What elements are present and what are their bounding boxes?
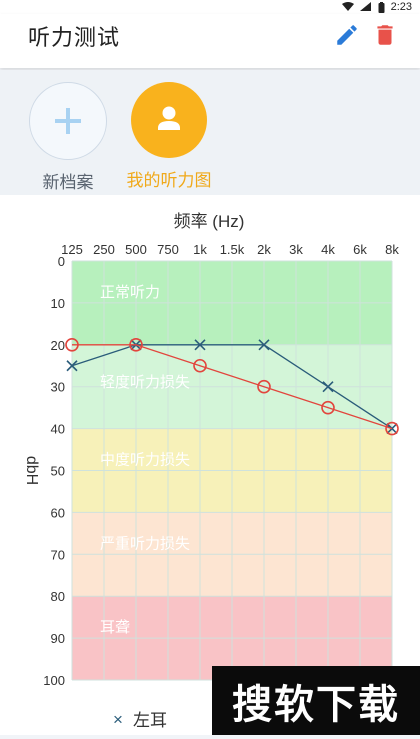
band-label-2: 中度听力损失 [100,452,190,469]
y-tick-label: 100 [43,673,65,688]
y-tick-label: 20 [51,338,65,353]
band-label-3: 严重听力损失 [100,535,190,552]
legend-left-ear-marker: × [113,710,123,729]
pencil-icon [337,25,357,45]
person-icon [158,106,180,130]
signal-icon [359,2,371,11]
series-1-point-0 [65,338,79,352]
status-time: 2:23 [390,1,412,13]
x-tick-label: 8k [385,242,399,257]
x-tick-label: 1k [193,242,207,257]
series-1-point-1 [129,338,143,352]
x-tick-label: 3k [289,242,303,257]
series-1-point-4 [321,400,335,415]
band-label-0: 正常听力 [100,284,160,301]
series-1-point-2 [193,358,207,373]
y-axis-title: dbH [23,456,40,485]
series-0-point-2 [194,339,206,351]
page-title: 听力测试 [28,26,121,51]
plus-icon [55,108,81,134]
y-tick-label: 60 [51,505,65,520]
x-tick-label: 6k [353,242,367,257]
y-tick-label: 30 [51,380,65,395]
app-bar: 听力测试 [0,14,420,68]
status-bar: 2:23 [0,0,420,14]
delete-button[interactable] [372,22,398,48]
y-tick-label: 90 [51,631,65,646]
battery-icon [378,1,385,13]
my-audiogram-circle [131,82,207,158]
new-profile-circle [29,82,107,160]
x-axis-title: 频率 (Hz) [174,212,245,231]
trash-icon [377,25,393,45]
y-tick-label: 10 [51,296,65,311]
series-line-0 [71,344,393,430]
x-tick-label: 4k [321,242,335,257]
series-line-1 [72,344,393,430]
y-tick-label: 50 [51,464,65,479]
audiogram-panel: 正常听力 轻度听力损失 中度听力损失 严重听力损失 耳聋 频率 (Hz) 125 250 500… [0,195,420,735]
band-label-4: 耳聋 [100,619,130,636]
watermark: 搜软下载 [212,666,420,735]
series-0-point-3 [258,339,270,351]
y-tick-label: 40 [51,422,65,437]
band-label-1: 轻度听力损失 [100,374,190,391]
series-0-point-4 [322,381,334,393]
new-profile-label: 新档案 [42,173,94,193]
x-tick-label: 250 [93,242,115,257]
my-audiogram-profile[interactable]: 我的听力图 [114,82,224,191]
x-tick-label: 750 [157,242,179,257]
x-tick-label: 500 [125,242,147,257]
y-tick-label: 80 [51,589,65,604]
x-tick-label: 125 [61,242,83,257]
y-tick-label: 70 [51,547,65,562]
y-tick-label: 0 [58,254,65,269]
wifi-icon [341,2,354,11]
status-icons: 2:23 [341,1,412,13]
edit-button[interactable] [334,22,360,48]
legend-left-ear-label: 左耳 [133,711,167,730]
series-1-point-5 [385,421,399,436]
series-1-point-3 [257,379,271,394]
x-tick-label: 1.5k [220,242,245,257]
profile-list: 新档案 我的听力图 [0,70,420,195]
new-profile-button[interactable]: 新档案 [13,82,123,193]
series-0-point-0 [66,360,78,372]
my-audiogram-label: 我的听力图 [126,171,212,191]
x-tick-label: 2k [257,242,271,257]
